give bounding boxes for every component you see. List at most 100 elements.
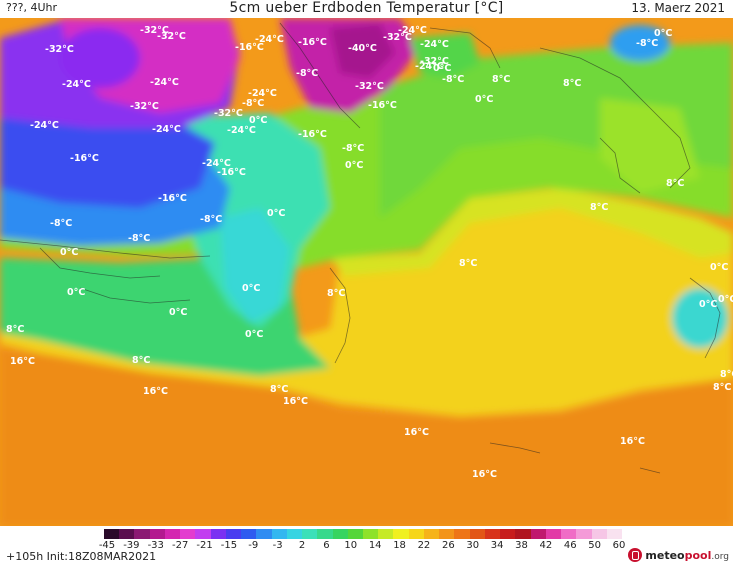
temperature-label: 8°C bbox=[327, 288, 345, 299]
temperature-label: 16°C bbox=[143, 386, 168, 397]
temperature-label: -24°C bbox=[415, 61, 444, 72]
logo-text: meteopool.org bbox=[645, 549, 729, 562]
temperature-label: -8°C bbox=[342, 143, 364, 154]
temperature-label: -16°C bbox=[217, 167, 246, 178]
temperature-label: 16°C bbox=[10, 356, 35, 367]
temperature-label: 0°C bbox=[475, 94, 493, 105]
scale-tick-label: 34 bbox=[490, 540, 504, 551]
scale-swatch bbox=[576, 529, 592, 539]
temperature-label: -40°C bbox=[348, 43, 377, 54]
scale-swatch bbox=[149, 529, 165, 539]
temperature-label: 8°C bbox=[270, 384, 288, 395]
temperature-label: -32°C bbox=[157, 31, 186, 42]
valid-time-label: ???, 4Uhr bbox=[6, 1, 58, 14]
temperature-label: -24°C bbox=[420, 39, 449, 50]
scale-tick-label: 42 bbox=[539, 540, 553, 551]
scale-swatch bbox=[408, 529, 424, 539]
temperature-label: -24°C bbox=[248, 88, 277, 99]
scale-swatch bbox=[134, 529, 150, 539]
temperature-label: -8°C bbox=[200, 214, 222, 225]
temperature-label: 0°C bbox=[60, 247, 78, 258]
scale-tick-label: 30 bbox=[466, 540, 480, 551]
scale-swatch bbox=[561, 529, 577, 539]
scale-swatch bbox=[469, 529, 485, 539]
temperature-label: 0°C bbox=[242, 283, 260, 294]
scale-tick-label: -21 bbox=[196, 540, 213, 551]
temperature-label: -32°C bbox=[214, 108, 243, 119]
scale-tick-label: 60 bbox=[612, 540, 626, 551]
meteopool-logo[interactable]: meteopool.org bbox=[628, 546, 729, 564]
scale-tick-label: 50 bbox=[588, 540, 601, 551]
temperature-label: 0°C bbox=[249, 115, 267, 126]
temperature-label: 8°C bbox=[6, 324, 24, 335]
scale-tick-label: 2 bbox=[298, 540, 306, 551]
temperature-label: -8°C bbox=[442, 74, 464, 85]
temperature-label: -16°C bbox=[158, 193, 187, 204]
temperature-scale-bar bbox=[104, 529, 622, 539]
temperature-label: -16°C bbox=[70, 153, 99, 164]
temperature-label: 8°C bbox=[720, 369, 733, 380]
temperature-label: 16°C bbox=[283, 396, 308, 407]
scale-tick-label: 38 bbox=[515, 540, 528, 551]
map-date: 13. Maerz 2021 bbox=[631, 1, 725, 15]
logo-main: meteo bbox=[645, 548, 685, 562]
temperature-label: -24°C bbox=[255, 34, 284, 45]
scale-swatch bbox=[484, 529, 501, 539]
temperature-label: -24°C bbox=[150, 77, 179, 88]
scale-swatch bbox=[378, 529, 394, 539]
temperature-label: 0°C bbox=[433, 63, 451, 74]
scale-swatch bbox=[439, 529, 455, 539]
temperature-label: -32°C bbox=[140, 25, 169, 36]
temperature-label: 16°C bbox=[472, 469, 497, 480]
temperature-label: -24°C bbox=[62, 79, 91, 90]
temperature-label: 8°C bbox=[563, 78, 581, 89]
temperature-label: -8°C bbox=[242, 98, 264, 109]
map-title: 5cm ueber Erdboden Temperatur [°C] bbox=[229, 0, 504, 16]
temperature-label: 0°C bbox=[699, 299, 717, 310]
scale-tick-label: 14 bbox=[368, 540, 382, 551]
scale-tick-label: 26 bbox=[441, 540, 455, 551]
scale-tick-label: -3 bbox=[272, 540, 283, 551]
scale-swatch bbox=[225, 529, 242, 539]
scale-swatch bbox=[164, 529, 181, 539]
temperature-label: -8°C bbox=[50, 218, 72, 229]
scale-swatch bbox=[119, 529, 135, 539]
temperature-label: 8°C bbox=[459, 258, 477, 269]
coastlines bbox=[0, 22, 721, 474]
temperature-label: 8°C bbox=[713, 382, 731, 393]
temperature-label: 0°C bbox=[169, 307, 187, 318]
temperature-label: -16°C bbox=[368, 100, 397, 111]
scale-swatch bbox=[271, 529, 287, 539]
temperature-label: -24°C bbox=[202, 158, 231, 169]
scale-swatch bbox=[347, 529, 363, 539]
scale-swatch bbox=[500, 529, 516, 539]
temperature-label: -16°C bbox=[298, 37, 327, 48]
scale-swatch bbox=[591, 529, 607, 539]
temperature-label: 0°C bbox=[67, 287, 85, 298]
temperature-label: -8°C bbox=[296, 68, 318, 79]
scale-swatch bbox=[256, 529, 272, 539]
scale-swatch bbox=[302, 529, 318, 539]
scale-swatch bbox=[362, 529, 379, 539]
scale-swatch bbox=[454, 529, 470, 539]
temperature-label: -32°C bbox=[355, 81, 384, 92]
temperature-label: -8°C bbox=[636, 38, 658, 49]
scale-tick-label: 6 bbox=[323, 540, 330, 551]
scale-swatch bbox=[241, 529, 257, 539]
scale-tick-label: -33 bbox=[147, 540, 164, 551]
scale-swatch bbox=[210, 529, 226, 539]
map-label-layer: -32°C-32°C -24°C-16°C-32°C-16°C-24°C-32°C… bbox=[6, 25, 733, 480]
scale-tick-label: -45 bbox=[98, 540, 116, 551]
temperature-label: -24°C bbox=[30, 120, 59, 131]
temperature-label: -8°C bbox=[128, 233, 150, 244]
temperature-label: 16°C bbox=[620, 436, 645, 447]
scale-swatch bbox=[180, 529, 196, 539]
temperature-label: 0°C bbox=[267, 208, 285, 219]
scale-swatch bbox=[104, 529, 120, 539]
temperature-label: 8°C bbox=[492, 74, 510, 85]
temperature-label: 0°C bbox=[654, 28, 672, 39]
scale-swatch bbox=[332, 529, 348, 539]
temperature-label: 8°C bbox=[666, 178, 684, 189]
scale-tick-label: 10 bbox=[344, 540, 358, 551]
temperature-label: 0°C bbox=[718, 294, 733, 305]
